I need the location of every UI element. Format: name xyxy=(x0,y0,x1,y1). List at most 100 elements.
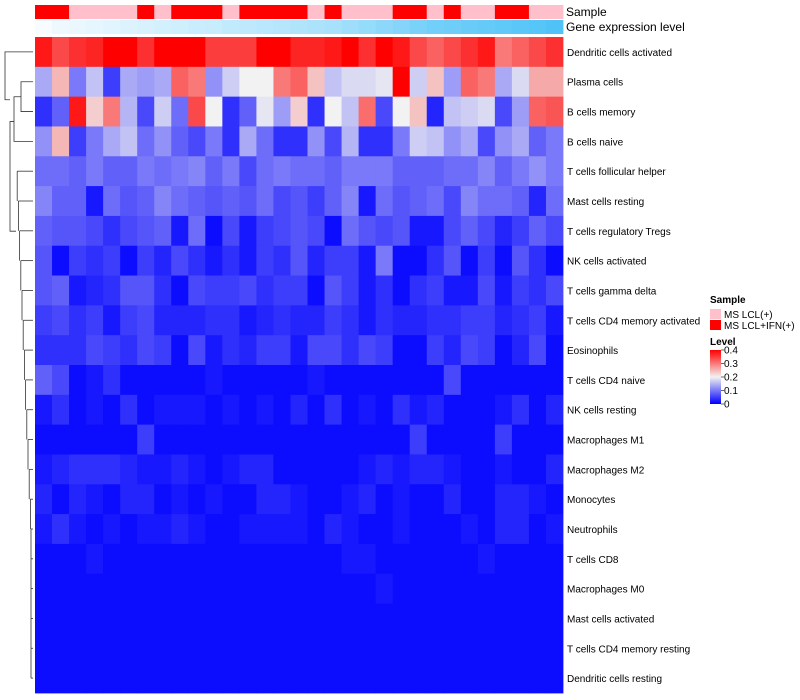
heatmap-cell xyxy=(545,96,564,127)
heatmap-cell xyxy=(103,543,121,575)
heatmap-cell xyxy=(409,245,428,276)
heatmap-cell xyxy=(477,484,496,515)
heatmap-cell xyxy=(103,126,121,157)
heatmap-cell xyxy=(409,573,428,604)
heatmap-cell xyxy=(324,215,342,247)
heatmap-cell xyxy=(426,96,445,127)
heatmap-cell xyxy=(69,305,87,336)
gene-annotation-cell xyxy=(443,20,462,34)
heatmap-cell xyxy=(171,37,189,68)
heatmap-cell xyxy=(426,305,445,336)
heatmap-cell xyxy=(511,633,530,664)
heatmap-cell xyxy=(205,335,223,366)
heatmap-cell xyxy=(86,633,104,664)
heatmap-cell xyxy=(426,245,445,276)
heatmap-cell xyxy=(222,394,240,426)
heatmap-cell xyxy=(511,394,530,426)
heatmap-cell xyxy=(222,454,240,485)
heatmap-cell xyxy=(154,573,172,604)
heatmap-cell xyxy=(154,186,172,217)
heatmap-cell xyxy=(545,305,564,336)
heatmap-cell xyxy=(392,186,411,217)
heatmap-cell xyxy=(358,335,377,366)
heatmap-cell xyxy=(409,66,428,98)
row-label: T cells CD4 memory activated xyxy=(567,316,700,327)
heatmap-cell xyxy=(52,245,70,276)
heatmap-cell xyxy=(545,543,564,575)
heatmap-cell xyxy=(239,275,257,306)
gene-annotation-cell xyxy=(205,20,223,34)
heatmap-cell xyxy=(392,275,411,306)
gene-annotation-cell xyxy=(477,20,496,34)
heatmap-cell xyxy=(409,603,428,634)
heatmap-cell xyxy=(154,543,172,575)
heatmap-cell xyxy=(137,156,155,187)
level-tick-label: 0.1 xyxy=(724,386,738,397)
heatmap-cell xyxy=(443,543,462,575)
heatmap-cell xyxy=(86,37,104,68)
heatmap-cell xyxy=(103,633,121,664)
heatmap-cell xyxy=(52,215,70,247)
heatmap-cell xyxy=(341,96,360,127)
heatmap-cell xyxy=(511,365,530,396)
heatmap-cell xyxy=(341,245,360,276)
sample-annotation-cell xyxy=(52,5,70,19)
heatmap-cell xyxy=(52,186,70,217)
heatmap-cell xyxy=(273,454,291,485)
heatmap-cell xyxy=(154,514,172,545)
level-ticks: 0.4 0.3 0.2 0.1 0 xyxy=(721,346,738,411)
heatmap-cell xyxy=(392,335,411,366)
heatmap-cell xyxy=(239,394,257,426)
heatmap-cell xyxy=(460,484,479,515)
heatmap-cell xyxy=(477,663,496,694)
heatmap-cell xyxy=(341,275,360,306)
heatmap-cell xyxy=(392,156,411,187)
heatmap-cell xyxy=(545,126,564,157)
sample-annotation-cell xyxy=(86,5,104,19)
heatmap-cell xyxy=(392,603,411,634)
heatmap-cell xyxy=(409,96,428,127)
heatmap-cell xyxy=(171,514,189,545)
heatmap-cell xyxy=(443,215,462,247)
heatmap-cell xyxy=(52,394,70,426)
heatmap-cell xyxy=(205,245,223,276)
heatmap-cell xyxy=(103,305,121,336)
heatmap-cell xyxy=(103,275,121,306)
heatmap-cell xyxy=(103,365,121,396)
heatmap-cell xyxy=(69,514,87,545)
heatmap-cell xyxy=(494,603,513,634)
heatmap-cell xyxy=(86,66,104,98)
heatmap-cell xyxy=(256,215,274,247)
heatmap-cell xyxy=(375,603,394,634)
heatmap-cell xyxy=(239,66,257,98)
heatmap-cell xyxy=(205,663,223,694)
heatmap-cell xyxy=(545,394,564,426)
heatmap-cell xyxy=(460,186,479,217)
heatmap-cell xyxy=(494,573,513,604)
sample-annotation-cell xyxy=(120,5,138,19)
heatmap-cell xyxy=(477,37,496,68)
heatmap-cell xyxy=(52,96,70,127)
heatmap-cell xyxy=(52,126,70,157)
heatmap-cell xyxy=(120,96,138,127)
heatmap-cell xyxy=(290,424,308,455)
heatmap-cell xyxy=(307,66,325,98)
heatmap-cell xyxy=(409,424,428,455)
sample-annotation-cell xyxy=(290,5,308,19)
heatmap-cell xyxy=(86,514,104,545)
heatmap-cell xyxy=(290,603,308,634)
sample-annotation-cell xyxy=(205,5,223,19)
heatmap-cell xyxy=(443,126,462,157)
heatmap-cell xyxy=(528,663,547,694)
heatmap-cell xyxy=(375,365,394,396)
dendrogram-branch xyxy=(4,51,33,101)
heatmap-cell xyxy=(205,37,223,68)
heatmap-cell xyxy=(358,96,377,127)
heatmap-cell xyxy=(324,454,342,485)
heatmap-cell xyxy=(409,37,428,68)
heatmap-cell xyxy=(52,66,70,98)
heatmap-cell xyxy=(494,543,513,575)
heatmap-cell xyxy=(460,275,479,306)
heatmap-cell xyxy=(307,245,325,276)
heatmap-cell xyxy=(409,215,428,247)
